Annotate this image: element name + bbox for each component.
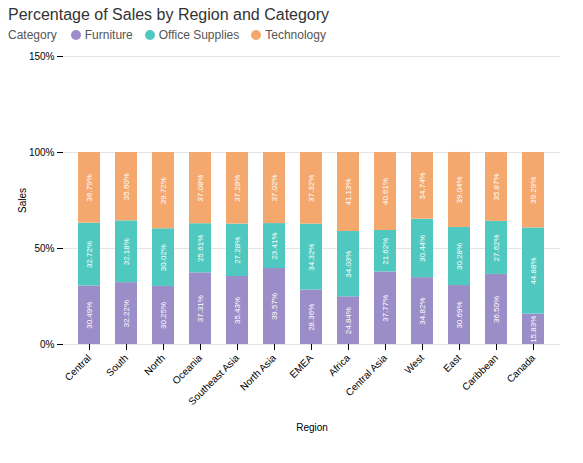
svg-text:Caribbean: Caribbean	[460, 352, 500, 392]
svg-text:32.18%: 32.18%	[122, 238, 131, 265]
svg-text:East: East	[441, 352, 463, 374]
html-text:Office Supplies: Office Supplies	[158, 28, 240, 42]
svg-text:39.04%: 39.04%	[455, 176, 464, 203]
html-text:Technology: Technology	[265, 28, 326, 42]
svg-text:40.61%: 40.61%	[381, 178, 390, 205]
svg-text:South: South	[104, 352, 130, 378]
svg-text:0%: 0%	[40, 339, 55, 350]
svg-text:Sales: Sales	[17, 188, 28, 213]
svg-text:30.69%: 30.69%	[455, 301, 464, 328]
svg-text:30.02%: 30.02%	[159, 244, 168, 271]
svg-text:Southeast Asia: Southeast Asia	[186, 352, 241, 407]
svg-text:30.49%: 30.49%	[85, 302, 94, 329]
svg-text:Central Asia: Central Asia	[343, 352, 389, 398]
svg-text:39.29%: 39.29%	[529, 177, 538, 204]
svg-text:37.77%: 37.77%	[381, 295, 390, 322]
svg-text:35.43%: 35.43%	[233, 297, 242, 324]
svg-text:Central: Central	[63, 352, 94, 383]
svg-text:30.44%: 30.44%	[418, 235, 427, 262]
svg-text:15.83%: 15.83%	[529, 316, 538, 343]
svg-text:Region: Region	[296, 422, 328, 433]
svg-text:44.88%: 44.88%	[529, 257, 538, 284]
svg-text:35.60%: 35.60%	[122, 173, 131, 200]
svg-text:32.72%: 32.72%	[85, 241, 94, 268]
svg-text:100%: 100%	[29, 147, 55, 158]
svg-text:37.28%: 37.28%	[233, 175, 242, 202]
svg-text:Africa: Africa	[326, 352, 352, 378]
svg-text:37.08%: 37.08%	[196, 175, 205, 202]
svg-text:34.03%: 34.03%	[344, 251, 353, 278]
svg-text:21.62%: 21.62%	[381, 238, 390, 265]
html-text:Furniture: Furniture	[84, 28, 133, 42]
svg-text:34.74%: 34.74%	[418, 172, 427, 199]
svg-text:39.57%: 39.57%	[270, 293, 279, 320]
svg-text:North Asia: North Asia	[238, 352, 279, 393]
html-text:Category: Category	[8, 28, 57, 42]
svg-text:150%: 150%	[29, 51, 55, 62]
svg-text:23.41%: 23.41%	[270, 232, 279, 259]
svg-text:50%: 50%	[34, 243, 54, 254]
svg-text:North: North	[142, 352, 167, 377]
svg-text:30.28%: 30.28%	[455, 243, 464, 270]
svg-text:36.50%: 36.50%	[492, 296, 501, 323]
html-text:Percentage of Sales by Region: Percentage of Sales by Region and Catego…	[8, 6, 330, 23]
svg-text:32.22%: 32.22%	[122, 300, 131, 327]
svg-text:34.82%: 34.82%	[418, 298, 427, 325]
svg-text:28.36%: 28.36%	[307, 304, 316, 331]
svg-text:34.32%: 34.32%	[307, 244, 316, 271]
svg-text:30.25%: 30.25%	[159, 302, 168, 329]
svg-text:39.72%: 39.72%	[159, 177, 168, 204]
svg-text:Oceania: Oceania	[170, 352, 204, 386]
svg-text:37.02%: 37.02%	[270, 174, 279, 201]
svg-text:41.13%: 41.13%	[344, 178, 353, 205]
svg-text:37.31%: 37.31%	[196, 295, 205, 322]
svg-text:25.61%: 25.61%	[196, 235, 205, 262]
svg-text:Canada: Canada	[505, 352, 538, 385]
svg-text:35.87%: 35.87%	[492, 173, 501, 200]
svg-text:36.79%: 36.79%	[85, 174, 94, 201]
svg-text:West: West	[402, 352, 426, 376]
svg-text:EMEA: EMEA	[287, 352, 315, 380]
svg-text:27.28%: 27.28%	[233, 237, 242, 264]
svg-text:27.62%: 27.62%	[492, 234, 501, 261]
svg-text:37.32%: 37.32%	[307, 175, 316, 202]
svg-text:24.84%: 24.84%	[344, 307, 353, 334]
